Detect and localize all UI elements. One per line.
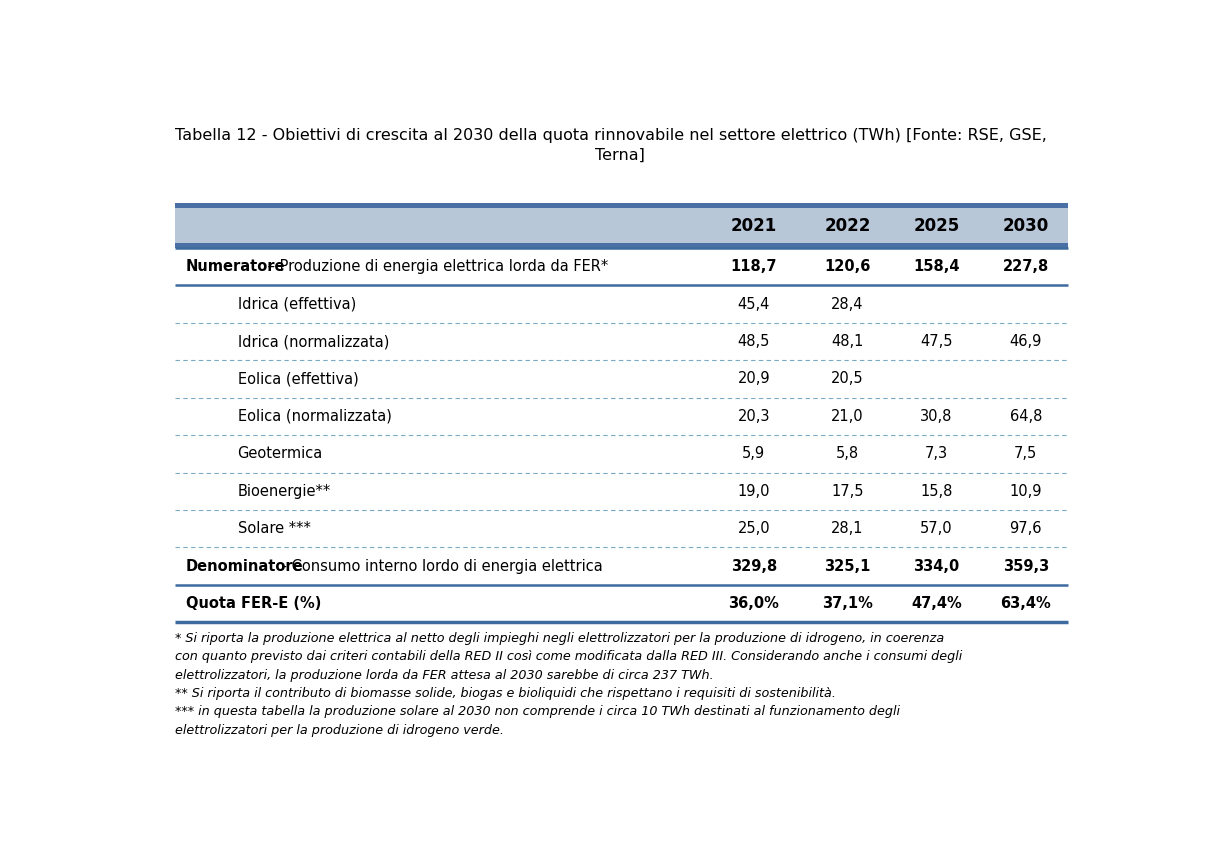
Text: 5,9: 5,9 — [742, 446, 765, 462]
FancyBboxPatch shape — [174, 203, 1068, 208]
Text: elettrolizzatori per la produzione di idrogeno verde.: elettrolizzatori per la produzione di id… — [174, 724, 503, 737]
Text: 37,1%: 37,1% — [822, 596, 872, 611]
Text: Eolica (normalizzata): Eolica (normalizzata) — [237, 409, 391, 424]
Text: 21,0: 21,0 — [831, 409, 864, 424]
Text: 47,5: 47,5 — [921, 334, 952, 349]
Text: 45,4: 45,4 — [738, 297, 770, 312]
Text: 334,0: 334,0 — [914, 558, 960, 574]
Text: 28,4: 28,4 — [831, 297, 864, 312]
Text: Numeratore: Numeratore — [186, 259, 286, 275]
Text: elettrolizzatori, la produzione lorda da FER attesa al 2030 sarebbe di circa 237: elettrolizzatori, la produzione lorda da… — [174, 669, 714, 682]
Text: 120,6: 120,6 — [824, 259, 871, 275]
Text: 2030: 2030 — [1003, 217, 1049, 235]
Text: Quota FER-E (%): Quota FER-E (%) — [186, 596, 322, 611]
Text: 97,6: 97,6 — [1009, 521, 1042, 536]
Text: - Consumo interno lordo di energia elettrica: - Consumo interno lordo di energia elett… — [277, 558, 603, 574]
Text: 19,0: 19,0 — [738, 484, 770, 499]
Text: 25,0: 25,0 — [737, 521, 770, 536]
Text: 17,5: 17,5 — [831, 484, 864, 499]
Text: 7,5: 7,5 — [1014, 446, 1037, 462]
FancyBboxPatch shape — [174, 243, 1068, 248]
Text: 20,9: 20,9 — [737, 371, 770, 387]
Text: Idrica (normalizzata): Idrica (normalizzata) — [237, 334, 388, 349]
Text: 10,9: 10,9 — [1009, 484, 1042, 499]
Text: Denominatore: Denominatore — [186, 558, 304, 574]
Text: 15,8: 15,8 — [921, 484, 952, 499]
Text: ** Si riporta il contributo di biomasse solide, biogas e bioliquidi che rispetta: ** Si riporta il contributo di biomasse … — [174, 687, 836, 700]
Text: Bioenergie**: Bioenergie** — [237, 484, 330, 499]
Text: 359,3: 359,3 — [1003, 558, 1049, 574]
Text: 227,8: 227,8 — [1003, 259, 1049, 275]
Text: 28,1: 28,1 — [831, 521, 864, 536]
Text: Tabella 12 - Obiettivi di crescita al 2030 della quota rinnovabile nel settore e: Tabella 12 - Obiettivi di crescita al 20… — [174, 128, 1047, 143]
Text: 48,5: 48,5 — [738, 334, 770, 349]
Text: 30,8: 30,8 — [921, 409, 952, 424]
Text: 118,7: 118,7 — [731, 259, 777, 275]
Text: 36,0%: 36,0% — [728, 596, 779, 611]
Text: 329,8: 329,8 — [731, 558, 777, 574]
Text: con quanto previsto dai criteri contabili della RED II così come modificata dall: con quanto previsto dai criteri contabil… — [174, 650, 962, 664]
Text: 63,4%: 63,4% — [1001, 596, 1051, 611]
Text: 158,4: 158,4 — [914, 259, 960, 275]
Text: Eolica (effettiva): Eolica (effettiva) — [237, 371, 358, 387]
Text: *** in questa tabella la produzione solare al 2030 non comprende i circa 10 TWh : *** in questa tabella la produzione sola… — [174, 706, 900, 718]
Text: Terna]: Terna] — [595, 148, 645, 163]
Text: 20,5: 20,5 — [831, 371, 864, 387]
Text: 5,8: 5,8 — [836, 446, 859, 462]
Text: * Si riporta la produzione elettrica al netto degli impieghi negli elettrolizzat: * Si riporta la produzione elettrica al … — [174, 632, 944, 645]
Text: Geotermica: Geotermica — [237, 446, 323, 462]
Text: 2025: 2025 — [914, 217, 960, 235]
Text: 7,3: 7,3 — [926, 446, 949, 462]
Text: 47,4%: 47,4% — [911, 596, 962, 611]
Text: 2021: 2021 — [731, 217, 777, 235]
Text: 46,9: 46,9 — [1009, 334, 1042, 349]
Text: 325,1: 325,1 — [824, 558, 871, 574]
FancyBboxPatch shape — [174, 208, 1068, 248]
Text: – Produzione di energia elettrica lorda da FER*: – Produzione di energia elettrica lorda … — [263, 259, 609, 275]
Text: 48,1: 48,1 — [831, 334, 864, 349]
Text: 2022: 2022 — [824, 217, 871, 235]
Text: Solare ***: Solare *** — [237, 521, 311, 536]
Text: 20,3: 20,3 — [738, 409, 770, 424]
Text: 64,8: 64,8 — [1009, 409, 1042, 424]
Text: Idrica (effettiva): Idrica (effettiva) — [237, 297, 356, 312]
Text: 57,0: 57,0 — [921, 521, 953, 536]
